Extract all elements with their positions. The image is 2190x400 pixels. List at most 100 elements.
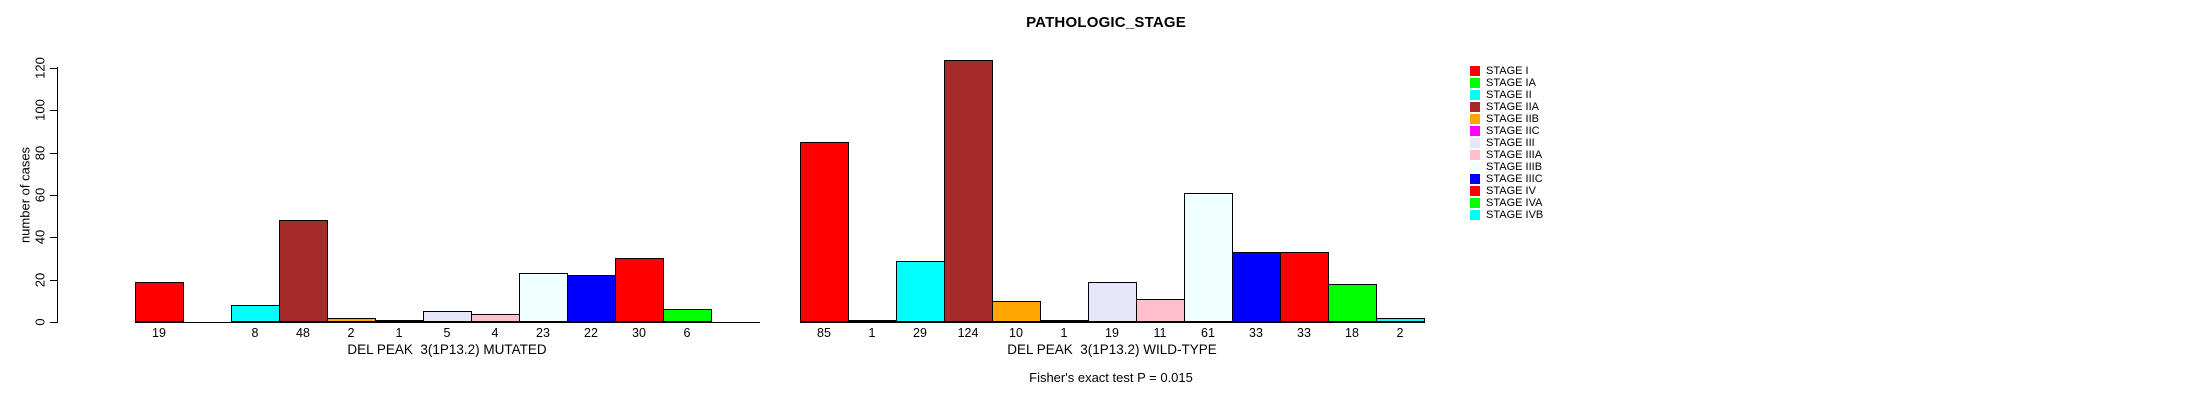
legend-swatch [1470, 186, 1480, 196]
x-axis-label-wild-type: DEL PEAK 3(1P13.2) WILD-TYPE [1007, 342, 1217, 357]
bar-mutated-stage-iic [375, 320, 424, 322]
bar-wild-type-stage-i [800, 142, 849, 322]
bar-mutated-stage-iiia [471, 314, 520, 322]
legend-swatch [1470, 126, 1480, 136]
bar-mutated-stage-iiib [519, 273, 568, 322]
legend-item-stage-i: STAGE I [1470, 65, 1529, 77]
bar-count-mutated-stage-iv: 30 [632, 326, 646, 340]
legend-label: STAGE IIIB [1486, 161, 1543, 173]
x-axis-baseline [800, 322, 1425, 323]
y-tick [50, 153, 57, 154]
legend-item-stage-iiib: STAGE IIIB [1470, 161, 1542, 173]
y-tick [50, 110, 57, 111]
legend-swatch [1470, 78, 1480, 88]
legend-item-stage-ia: STAGE IA [1470, 77, 1536, 89]
legend-item-stage-ivb: STAGE IVB [1470, 209, 1543, 221]
y-tick-label: 100 [32, 99, 48, 121]
chart-title: PATHOLOGIC_STAGE [1026, 14, 1186, 31]
legend-swatch [1470, 114, 1480, 124]
x-axis-label-mutated: DEL PEAK 3(1P13.2) MUTATED [347, 342, 547, 357]
legend-swatch [1470, 90, 1480, 100]
legend-swatch [1470, 138, 1480, 148]
legend-label: STAGE IV [1486, 185, 1536, 197]
legend-label: STAGE IIB [1486, 113, 1539, 125]
bar-count-mutated-stage-ii: 8 [251, 326, 259, 340]
bar-wild-type-stage-ia [848, 320, 897, 322]
y-tick-label: 120 [32, 57, 48, 79]
legend-label: STAGE IVA [1486, 197, 1543, 209]
bar-count-mutated-stage-iiib: 23 [536, 326, 550, 340]
legend-label: STAGE IA [1486, 77, 1536, 89]
legend-label: STAGE III [1486, 137, 1535, 149]
bar-wild-type-stage-iia [944, 60, 993, 322]
bar-count-mutated-stage-iiic: 22 [584, 326, 598, 340]
legend-item-stage-iia: STAGE IIA [1470, 101, 1539, 113]
legend-label: STAGE IIIC [1486, 173, 1543, 185]
legend-swatch [1470, 66, 1480, 76]
legend-item-stage-iv: STAGE IV [1470, 185, 1536, 197]
bar-count-wild-type-stage-ivb: 2 [1396, 326, 1404, 340]
bar-mutated-stage-iia [279, 220, 328, 322]
legend-item-stage-iic: STAGE IIC [1470, 125, 1540, 137]
bar-mutated-stage-iv [615, 258, 664, 322]
legend-swatch [1470, 174, 1480, 184]
bar-wild-type-stage-iib [992, 301, 1041, 322]
bar-count-wild-type-stage-iib: 10 [1009, 326, 1023, 340]
legend-swatch [1470, 210, 1480, 220]
y-tick-label: 0 [32, 318, 48, 326]
y-tick-label: 60 [32, 187, 48, 203]
bar-count-wild-type-stage-iia: 124 [957, 326, 979, 340]
bar-count-mutated-stage-iib: 2 [347, 326, 355, 340]
y-axis-title: number of cases [17, 146, 33, 244]
y-tick [50, 322, 57, 323]
legend-item-stage-iii: STAGE III [1470, 137, 1535, 149]
bar-count-wild-type-stage-iiia: 11 [1153, 326, 1167, 340]
bar-count-mutated-stage-iic: 1 [395, 326, 403, 340]
bar-wild-type-stage-iv [1280, 252, 1329, 322]
bar-count-wild-type-stage-ii: 29 [913, 326, 927, 340]
bar-count-wild-type-stage-ia: 1 [868, 326, 876, 340]
y-tick-label: 40 [32, 229, 48, 245]
bar-count-wild-type-stage-iiic: 33 [1249, 326, 1263, 340]
bar-count-mutated-stage-iii: 5 [443, 326, 451, 340]
bar-wild-type-stage-iii [1088, 282, 1137, 322]
legend-label: STAGE II [1486, 89, 1532, 101]
y-tick [50, 237, 57, 238]
x-axis-baseline [135, 322, 760, 323]
bar-mutated-stage-iib [327, 318, 376, 322]
legend-swatch [1470, 102, 1480, 112]
y-tick-label: 20 [32, 272, 48, 288]
bar-count-wild-type-stage-iva: 18 [1345, 326, 1359, 340]
y-axis-line [57, 67, 58, 323]
bar-mutated-stage-iva [663, 309, 712, 322]
bar-mutated-stage-i [135, 282, 184, 322]
y-tick [50, 280, 57, 281]
legend-label: STAGE IIA [1486, 101, 1539, 113]
legend-label: STAGE I [1486, 65, 1529, 77]
fisher-test-annotation: Fisher's exact test P = 0.015 [1029, 370, 1193, 385]
legend-item-stage-iib: STAGE IIB [1470, 113, 1539, 125]
bar-count-mutated-stage-iva: 6 [683, 326, 691, 340]
legend-swatch [1470, 198, 1480, 208]
legend-swatch [1470, 162, 1480, 172]
legend-label: STAGE IIC [1486, 125, 1540, 137]
bar-count-wild-type-stage-iv: 33 [1297, 326, 1311, 340]
legend-item-stage-iva: STAGE IVA [1470, 197, 1542, 209]
legend-item-stage-iiia: STAGE IIIA [1470, 149, 1542, 161]
y-tick-label: 80 [32, 145, 48, 161]
bar-mutated-stage-ii [231, 305, 280, 322]
bar-count-mutated-stage-i: 19 [152, 326, 166, 340]
bar-count-wild-type-stage-iic: 1 [1060, 326, 1068, 340]
legend-swatch [1470, 150, 1480, 160]
bar-mutated-stage-iii [423, 311, 472, 322]
bar-wild-type-stage-ivb [1376, 318, 1425, 322]
bar-mutated-stage-iiic [567, 275, 616, 322]
bar-wild-type-stage-iiic [1232, 252, 1281, 322]
bar-count-wild-type-stage-iii: 19 [1105, 326, 1119, 340]
legend-item-stage-iiic: STAGE IIIC [1470, 173, 1543, 185]
bar-wild-type-stage-iiia [1136, 299, 1185, 322]
y-tick [50, 68, 57, 69]
bar-wild-type-stage-iiib [1184, 193, 1233, 322]
bar-count-mutated-stage-iiia: 4 [491, 326, 499, 340]
